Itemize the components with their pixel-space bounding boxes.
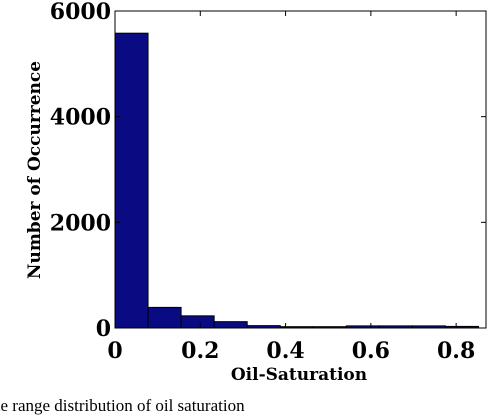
x-tick-label: 0 [107, 338, 122, 364]
x-tick-label: 0.8 [437, 338, 475, 364]
y-tick-label: 4000 [50, 105, 111, 131]
y-tick-label: 2000 [50, 210, 111, 236]
y-tick-label: 0 [96, 316, 111, 342]
x-tick-label: 0.2 [181, 338, 219, 364]
histogram-bars [114, 32, 480, 329]
histogram-bar [147, 306, 182, 329]
axis-ticks: 0 0.2 0.4 0.6 0.8 0 2000 4000 6000 [50, 0, 486, 364]
y-tick-label: 6000 [50, 0, 111, 25]
histogram-bar [180, 315, 215, 329]
histogram-bar [213, 321, 248, 329]
x-axis-label: Oil-Saturation [231, 365, 367, 385]
x-tick-label: 0.4 [266, 338, 304, 364]
y-axis-label: Number of Occurrence [25, 61, 45, 279]
histogram-bar [114, 32, 149, 329]
x-tick-label: 0.6 [352, 338, 390, 364]
figure-caption: he range distribution of oil saturation [0, 396, 245, 415]
plot-frame [114, 10, 487, 329]
